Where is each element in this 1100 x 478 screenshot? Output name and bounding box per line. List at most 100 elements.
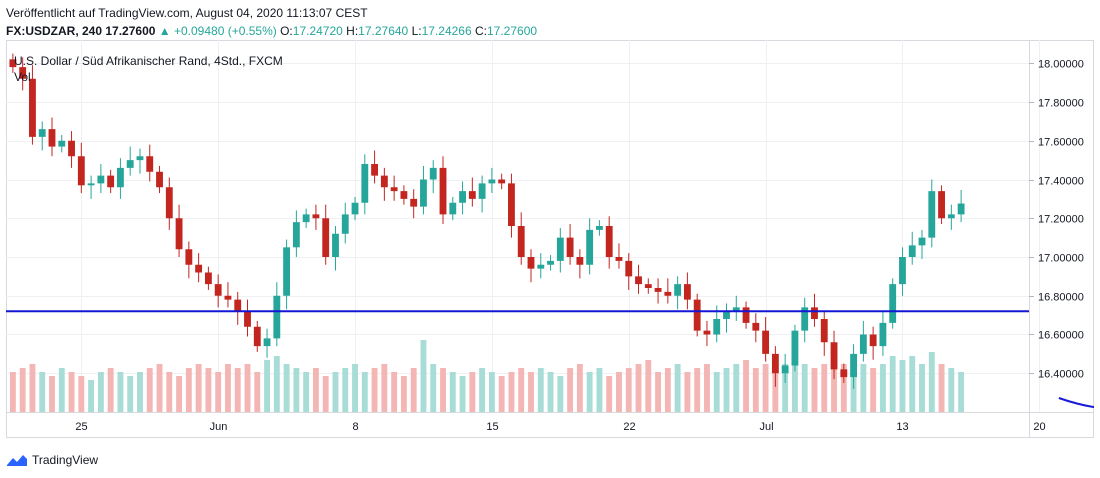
candle-up — [859, 334, 867, 354]
volume-bar — [137, 372, 143, 412]
candle-up — [595, 226, 603, 230]
volume-bar — [361, 372, 368, 412]
volume-bar — [273, 356, 280, 412]
candle-down — [156, 171, 163, 188]
volume-bar — [88, 380, 95, 412]
candle-down — [410, 198, 418, 207]
volume-bar — [704, 364, 710, 412]
volume-bar — [537, 368, 544, 412]
candle-down — [9, 59, 17, 68]
volume-bar — [899, 360, 906, 412]
volume-bar — [596, 368, 603, 412]
volume-bar — [518, 368, 525, 412]
volume-bar — [293, 368, 300, 412]
candle-down — [439, 167, 447, 215]
price-tick-label: 17.20000 — [1038, 214, 1084, 226]
volume-bar — [576, 364, 583, 412]
cup-arc-drawing — [1058, 397, 1100, 410]
candle-up — [879, 322, 887, 347]
candle-up — [899, 257, 906, 285]
volume-bar — [391, 372, 398, 412]
volume-bar — [215, 372, 222, 412]
candle-down — [380, 175, 388, 188]
candle-up — [791, 330, 799, 366]
low-value: 17.24266 — [421, 24, 472, 38]
volume-bar — [528, 372, 534, 412]
time-axis: 25Jun81522Jul132027Aug — [75, 421, 1045, 433]
time-tick-label: 13 — [896, 421, 908, 433]
volume-bar — [498, 376, 505, 412]
candle-down — [576, 257, 584, 265]
candle-down — [742, 307, 750, 323]
candle-up — [547, 260, 554, 265]
open-label: O: — [280, 24, 293, 38]
candle-down — [664, 291, 672, 296]
candle-up — [302, 214, 310, 223]
volume-bar — [440, 368, 446, 412]
volume-bar — [684, 372, 691, 412]
candle-down — [654, 288, 662, 292]
candle-down — [77, 156, 85, 186]
candle-up — [341, 214, 349, 234]
chart-area[interactable]: 18.00000 17.80000 17.60000 17.40000 17.20000… — [6, 40, 1100, 438]
volume-bar — [244, 364, 251, 412]
candle-up — [918, 237, 926, 246]
volume-bar — [811, 368, 818, 412]
volume-bar — [146, 368, 153, 412]
candle-down — [615, 257, 623, 261]
candle-down — [400, 191, 408, 199]
candles — [9, 53, 965, 389]
volume-bar — [821, 364, 828, 412]
time-tick-label: Jul — [759, 421, 773, 433]
volume-bar — [254, 372, 261, 412]
price-tick-label: 17.00000 — [1038, 253, 1084, 265]
volume-bar — [430, 364, 437, 412]
candle-down — [165, 187, 173, 219]
candle-up — [283, 247, 291, 296]
candle-down — [390, 187, 398, 192]
price-tick-label: 17.60000 — [1038, 137, 1084, 149]
grid — [6, 40, 1040, 412]
tradingview-logo-icon — [7, 455, 27, 466]
volume-label: Vol — [14, 70, 31, 84]
price-chart[interactable]: 18.00000 17.80000 17.60000 17.40000 17.20000… — [6, 40, 1100, 438]
candle-down — [371, 164, 379, 176]
volume-bar — [586, 372, 593, 412]
volume-bar — [606, 376, 613, 412]
candle-down — [762, 330, 770, 354]
candle-up — [928, 191, 936, 238]
volume-bar — [645, 360, 652, 412]
candle-up — [292, 222, 300, 248]
candle-up — [723, 311, 730, 319]
volume-bar — [371, 368, 378, 412]
volume-bar — [733, 364, 740, 412]
volume-bar — [225, 364, 231, 412]
chart-header: Veröffentlicht auf TradingView.com, Augu… — [6, 4, 537, 40]
price-tick-label: 16.80000 — [1038, 292, 1084, 304]
volume-bar — [58, 368, 65, 412]
price-tick-label: 17.40000 — [1038, 176, 1084, 188]
candle-up — [674, 284, 682, 296]
volume-bar — [176, 376, 183, 412]
volume-bar — [469, 372, 476, 412]
volume-bar — [107, 368, 114, 412]
volume-bar — [264, 360, 270, 412]
volume-bar — [674, 364, 681, 412]
volume-bar — [840, 364, 847, 412]
candle-up — [126, 160, 134, 168]
high-value: 17.27640 — [358, 24, 409, 38]
candle-down — [605, 226, 613, 257]
candle-up — [957, 203, 965, 215]
candle-up — [908, 245, 916, 257]
candle-down — [185, 249, 193, 265]
volume-bar — [68, 372, 75, 412]
candle-up — [850, 353, 858, 378]
volume-bar — [195, 364, 202, 412]
candle-up — [116, 167, 124, 188]
volume-bar — [713, 372, 720, 412]
volume-bar — [19, 368, 26, 412]
volume-bar — [958, 372, 965, 412]
candle-down — [566, 237, 574, 257]
volume-bar — [381, 364, 388, 412]
time-tick-label: 25 — [75, 421, 87, 433]
